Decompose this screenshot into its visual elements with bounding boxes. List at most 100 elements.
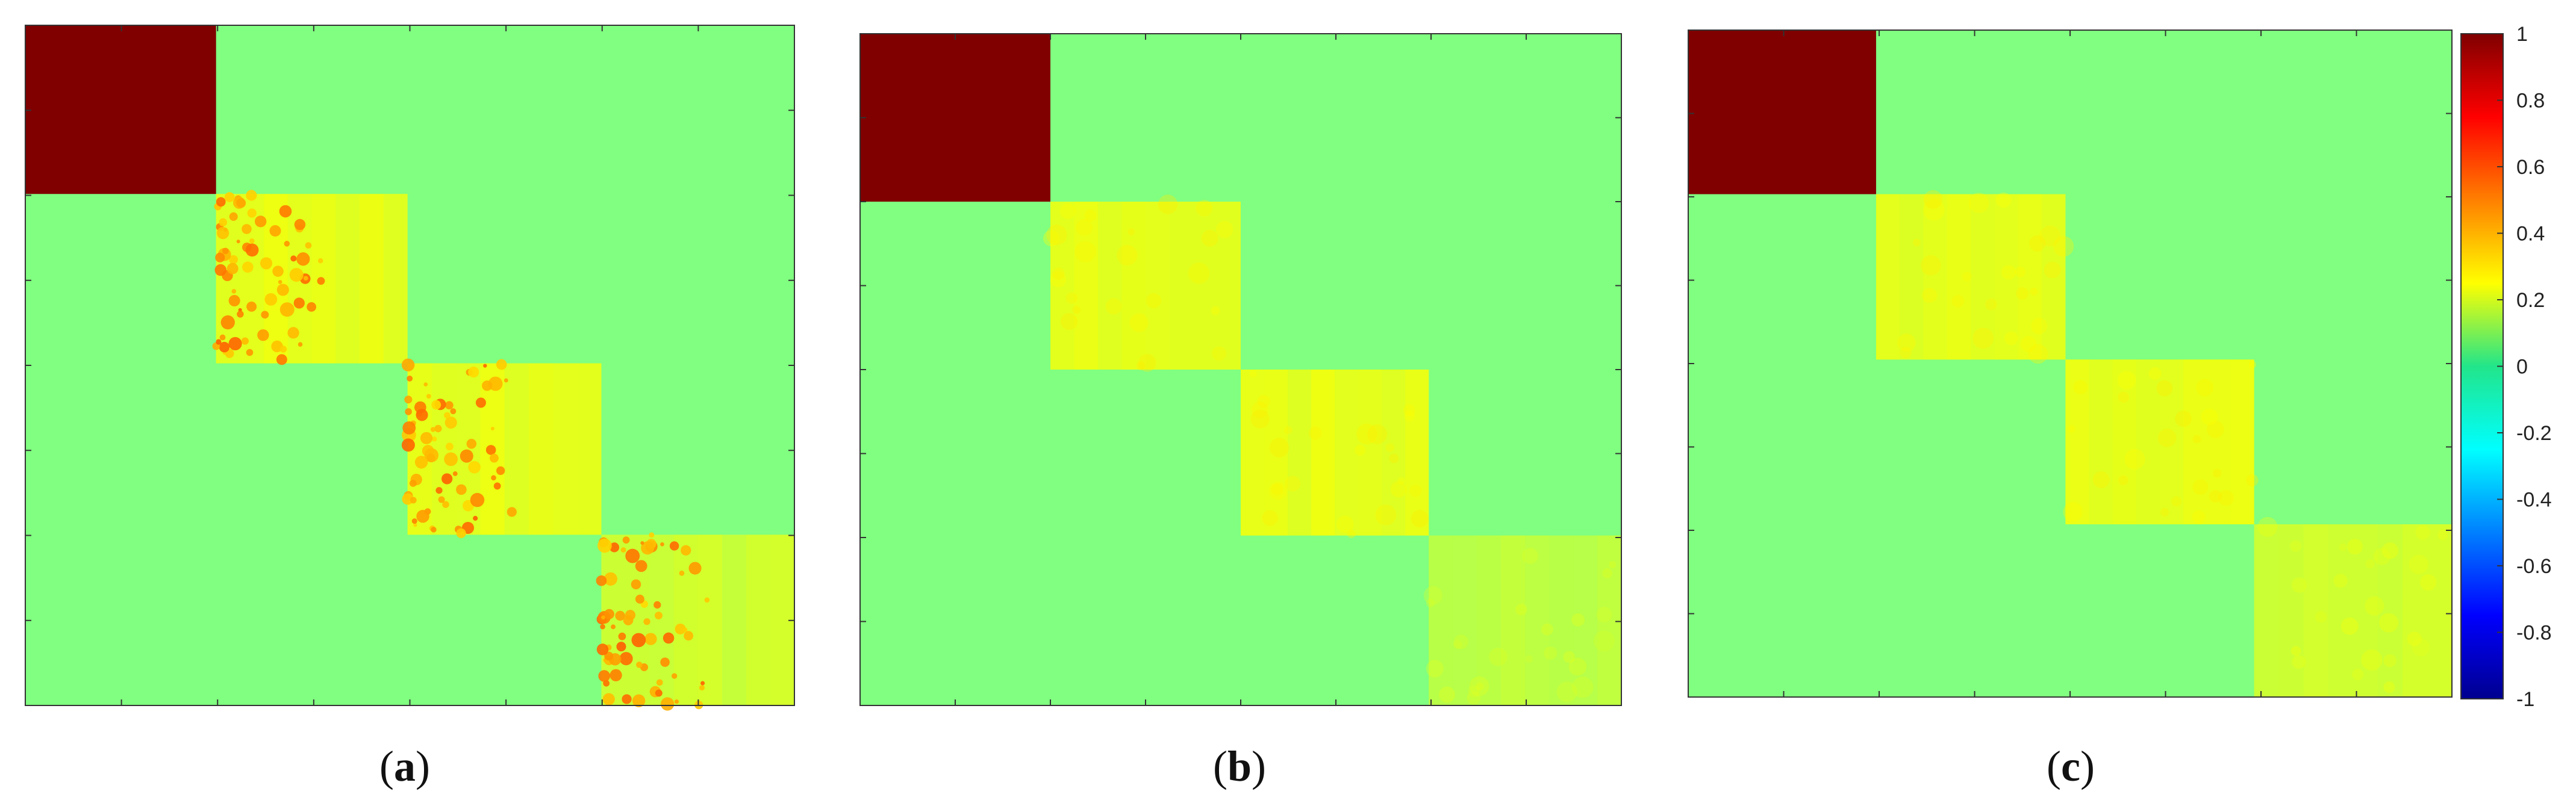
block-texture-spot (249, 238, 255, 244)
block-texture-spot (679, 570, 685, 576)
block-texture-spot (1072, 305, 1081, 314)
block-texture-spot (669, 541, 679, 551)
block-texture-spot (1404, 411, 1415, 421)
block-texture-spot (401, 438, 415, 452)
block-texture-spot (681, 545, 691, 556)
block-texture-spot (407, 375, 413, 382)
caption-c: (c) (2047, 742, 2095, 790)
block-texture-spot (466, 439, 477, 449)
heatmap-panel-c (1688, 29, 2453, 698)
block-texture-spot (622, 694, 632, 704)
block-texture-band (2278, 524, 2304, 697)
block-texture-spot (228, 336, 242, 351)
block-texture-spot (1285, 476, 1301, 492)
block-texture-spot (1409, 485, 1422, 497)
block-texture-band (1971, 194, 1995, 360)
block-texture-band (2254, 524, 2279, 697)
block-texture-spot (610, 669, 622, 681)
block-texture-spot (618, 632, 626, 640)
block-texture-spot (307, 302, 317, 312)
block-texture-spot (1050, 271, 1067, 288)
block-texture-spot (660, 657, 670, 667)
block-texture-band (1335, 370, 1359, 536)
block-texture-spot (2212, 468, 2222, 478)
block-texture-spot (2004, 331, 2018, 346)
block-texture-spot (2248, 361, 2257, 369)
block-texture-spot (1899, 346, 1912, 359)
colorbar-tick-label: 0.8 (2516, 90, 2545, 113)
block-texture-spot (2415, 525, 2430, 540)
block-texture-band (1193, 202, 1217, 370)
block-texture-spot (631, 579, 641, 590)
heatmap-panel-a (25, 25, 795, 711)
block-texture-spot (2039, 225, 2061, 247)
heatmap-panel-b (859, 33, 1622, 706)
block-texture-spot (468, 460, 481, 474)
block-texture-spot (1105, 298, 1122, 315)
block-texture-spot (1544, 646, 1558, 660)
block-texture-spot (296, 252, 310, 266)
block-texture-band (2183, 359, 2207, 525)
block-texture-spot (1201, 229, 1218, 247)
block-texture-spot (2148, 367, 2162, 380)
block-texture-spot (216, 339, 222, 345)
diagonal-block-3 (407, 363, 602, 535)
block-texture-spot (416, 409, 428, 421)
colorbar-tick-label: -1 (2516, 688, 2534, 711)
block-texture-spot (452, 471, 458, 476)
block-texture-spot (444, 452, 458, 466)
block-texture-band (2328, 524, 2353, 697)
block-texture-spot (276, 284, 289, 296)
block-texture-spot (279, 205, 292, 218)
block-texture-spot (1065, 292, 1077, 304)
block-texture-band (1288, 370, 1312, 536)
diagonal-block-1 (860, 34, 1050, 202)
diagonal-block-3 (2065, 359, 2254, 525)
block-texture-spot (1923, 199, 1945, 221)
block-texture-spot (1439, 686, 1456, 703)
block-texture-spot (1076, 218, 1093, 236)
block-texture-spot (2315, 611, 2327, 623)
block-texture-band (1241, 370, 1265, 536)
block-texture-spot (294, 218, 306, 231)
block-texture-spot (242, 261, 254, 273)
block-texture-spot (2291, 646, 2301, 656)
block-texture-spot (431, 436, 437, 442)
block-texture-spot (2365, 596, 2384, 616)
block-texture-spot (236, 198, 246, 208)
block-texture-spot (2192, 510, 2206, 524)
block-texture-spot (444, 412, 451, 419)
block-texture-spot (246, 190, 257, 201)
block-texture-spot (632, 694, 646, 707)
block-texture-spot (2381, 542, 2398, 559)
block-texture-band (1050, 202, 1074, 370)
block-texture-spot (2124, 448, 2145, 470)
diagonal-block-4 (2254, 524, 2452, 697)
block-texture-spot (619, 652, 633, 666)
block-texture-band (335, 194, 360, 364)
block-texture-spot (413, 523, 417, 527)
block-texture-spot (2063, 502, 2083, 522)
block-texture-band (1597, 535, 1621, 705)
block-texture-spot (260, 257, 273, 270)
block-texture-spot (615, 610, 625, 621)
block-texture-spot (456, 484, 467, 495)
block-texture-spot (405, 408, 412, 415)
block-texture-spot (1084, 209, 1097, 222)
block-texture-spot (682, 627, 688, 633)
block-texture-spot (1249, 370, 1257, 377)
block-texture-spot (1188, 262, 1210, 284)
block-texture-spot (1127, 228, 1135, 236)
block-texture-spot (1897, 333, 1916, 352)
block-texture-spot (1356, 423, 1377, 445)
block-texture-spot (1609, 561, 1617, 569)
block-texture-spot (1467, 691, 1481, 705)
block-texture-spot (1571, 613, 1585, 627)
block-texture-band (2207, 359, 2231, 525)
block-texture-spot (298, 342, 303, 347)
block-texture-spot (656, 679, 663, 686)
block-texture-spot (2218, 490, 2234, 506)
block-texture-spot (641, 541, 655, 555)
block-texture-spot (1469, 676, 1489, 696)
